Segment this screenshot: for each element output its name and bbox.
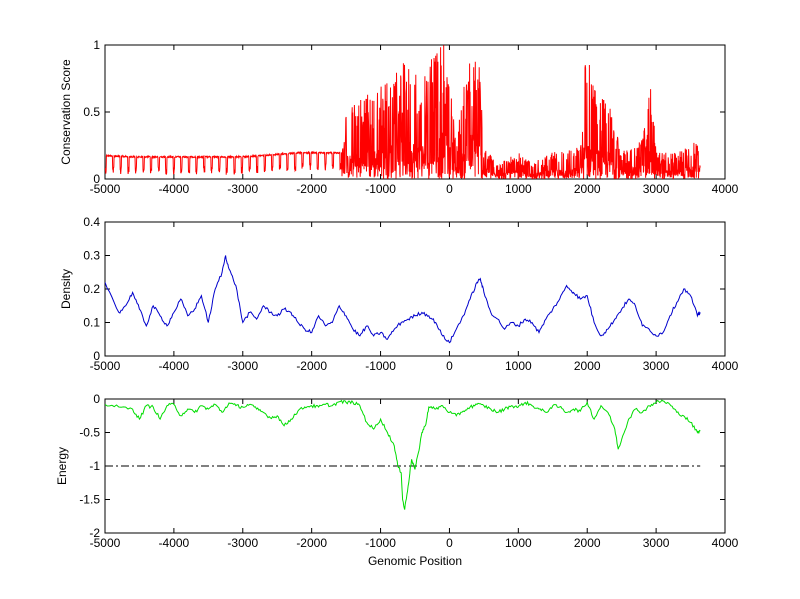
energy-xtick-label: -2000 xyxy=(296,536,327,550)
density-ytick-label: 0 xyxy=(93,349,100,363)
density-xtick-label: 4000 xyxy=(712,359,739,373)
conservation-xtick-label: -2000 xyxy=(296,182,327,196)
conservation-ylabel: Conservation Score xyxy=(59,59,73,165)
energy-xtick-label: -5000 xyxy=(90,536,121,550)
energy-ytick-label: -2 xyxy=(89,526,100,540)
conservation-series-line xyxy=(105,45,701,179)
energy-xtick-label: 2000 xyxy=(574,536,601,550)
density-series-line xyxy=(105,255,701,344)
energy-series-line xyxy=(105,399,701,510)
density-xtick-label: 2000 xyxy=(574,359,601,373)
energy-xtick-label: 1000 xyxy=(505,536,532,550)
density-axes-box xyxy=(104,221,726,357)
density-ytick-label: 0.2 xyxy=(83,282,100,296)
energy-xtick-label: -4000 xyxy=(159,536,190,550)
energy-xtick-label: 3000 xyxy=(643,536,670,550)
conservation-ytick-label: 0.5 xyxy=(83,105,100,119)
density-ytick-label: 0.1 xyxy=(83,316,100,330)
energy-panel: -5000 -4000 -3000 -2000 -1000 0 1000 2000 3000 40… xyxy=(55,392,739,568)
energy-xtick-label: -1000 xyxy=(365,536,396,550)
energy-ytick-label: -1.5 xyxy=(79,493,100,507)
density-xtick-label: 1000 xyxy=(505,359,532,373)
density-xtick-label: -2000 xyxy=(296,359,327,373)
density-xtick-label: 0 xyxy=(446,359,453,373)
conservation-panel: -5000 -4000 -3000 -2000 -1000 0 1000 2000 3000 40… xyxy=(59,38,739,196)
energy-xtick-label: 4000 xyxy=(712,536,739,550)
density-panel: -5000 -4000 -3000 -2000 -1000 0 1000 2000 3000 40… xyxy=(59,215,739,373)
conservation-xtick-label: 0 xyxy=(446,182,453,196)
conservation-xtick-label: -1000 xyxy=(365,182,396,196)
conservation-xtick-label: 4000 xyxy=(712,182,739,196)
conservation-ytick-label: 0 xyxy=(93,172,100,186)
density-ylabel: Density xyxy=(59,269,73,309)
conservation-ytick-label: 1 xyxy=(93,38,100,52)
conservation-xtick-label: 2000 xyxy=(574,182,601,196)
conservation-xtick-label: -4000 xyxy=(159,182,190,196)
energy-xtick-label: -3000 xyxy=(227,536,258,550)
energy-ytick-label: -1 xyxy=(89,459,100,473)
density-ytick-label: 0.4 xyxy=(83,215,100,229)
conservation-xtick-label: 1000 xyxy=(505,182,532,196)
energy-xtick-label: 0 xyxy=(446,536,453,550)
density-xtick-label: -4000 xyxy=(159,359,190,373)
energy-ylabel: Energy xyxy=(55,447,69,485)
energy-ytick-label: 0 xyxy=(93,392,100,406)
density-xtick-label: -1000 xyxy=(365,359,396,373)
density-xtick-label: -5000 xyxy=(90,359,121,373)
density-ytick-label: 0.3 xyxy=(83,249,100,263)
conservation-xtick-label: 3000 xyxy=(643,182,670,196)
energy-ytick-label: -0.5 xyxy=(79,426,100,440)
density-xtick-label: 3000 xyxy=(643,359,670,373)
energy-xlabel: Genomic Position xyxy=(368,554,462,568)
density-xtick-label: -3000 xyxy=(227,359,258,373)
conservation-xtick-label: -5000 xyxy=(90,182,121,196)
conservation-xtick-label: -3000 xyxy=(227,182,258,196)
